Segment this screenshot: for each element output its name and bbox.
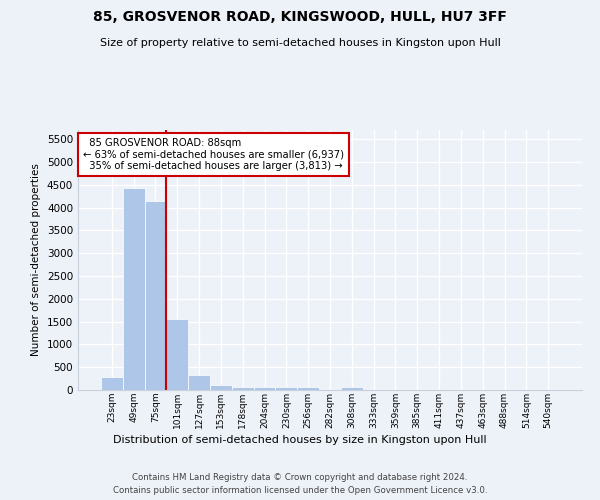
Text: 85, GROSVENOR ROAD, KINGSWOOD, HULL, HU7 3FF: 85, GROSVENOR ROAD, KINGSWOOD, HULL, HU7…: [93, 10, 507, 24]
Bar: [166, 320, 188, 390]
Bar: [275, 388, 297, 390]
Y-axis label: Number of semi-detached properties: Number of semi-detached properties: [31, 164, 41, 356]
Bar: [188, 375, 210, 390]
Bar: [297, 388, 319, 390]
Bar: [101, 377, 123, 390]
Text: Distribution of semi-detached houses by size in Kingston upon Hull: Distribution of semi-detached houses by …: [113, 435, 487, 445]
Text: Contains HM Land Registry data © Crown copyright and database right 2024.: Contains HM Land Registry data © Crown c…: [132, 472, 468, 482]
Bar: [232, 386, 254, 390]
Text: Contains public sector information licensed under the Open Government Licence v3: Contains public sector information licen…: [113, 486, 487, 495]
Bar: [145, 200, 166, 390]
Text: Size of property relative to semi-detached houses in Kingston upon Hull: Size of property relative to semi-detach…: [100, 38, 500, 48]
Text: 85 GROSVENOR ROAD: 88sqm
← 63% of semi-detached houses are smaller (6,937)
  35%: 85 GROSVENOR ROAD: 88sqm ← 63% of semi-d…: [83, 138, 344, 171]
Bar: [210, 384, 232, 390]
Bar: [123, 188, 145, 390]
Bar: [341, 388, 363, 390]
Bar: [254, 387, 275, 390]
